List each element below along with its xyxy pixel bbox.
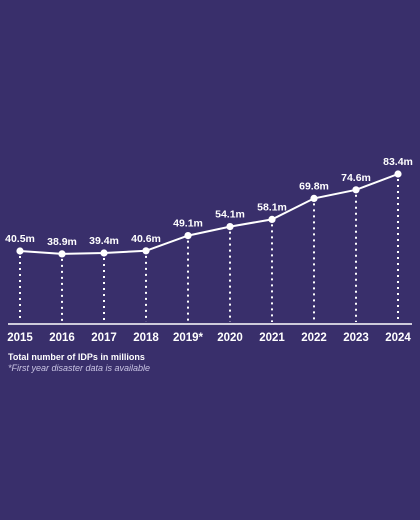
data-point bbox=[268, 215, 276, 223]
data-point bbox=[184, 232, 192, 240]
data-point bbox=[16, 247, 24, 255]
data-label: 49.1m bbox=[173, 218, 203, 230]
data-label: 40.5m bbox=[5, 233, 35, 245]
data-point bbox=[226, 223, 234, 231]
x-tick-label: 2015 bbox=[7, 332, 33, 344]
series-line bbox=[19, 173, 399, 255]
data-point bbox=[394, 170, 402, 178]
data-point bbox=[310, 194, 318, 202]
x-tick-label: 2023 bbox=[343, 332, 369, 344]
data-label: 69.8m bbox=[299, 180, 329, 192]
x-tick-label: 2017 bbox=[91, 332, 117, 344]
data-point bbox=[100, 249, 108, 257]
x-tick-label: 2021 bbox=[259, 332, 285, 344]
data-label: 39.4m bbox=[89, 235, 119, 247]
data-label: 40.6m bbox=[131, 233, 161, 245]
data-label: 54.1m bbox=[215, 209, 245, 221]
data-label: 74.6m bbox=[341, 172, 371, 184]
data-point bbox=[352, 186, 360, 194]
caption-note: *First year disaster data is available bbox=[8, 363, 151, 373]
x-tick-label: 2022 bbox=[301, 332, 327, 344]
x-tick-label: 2019* bbox=[173, 332, 204, 344]
caption-main: Total number of IDPs in millions bbox=[8, 352, 145, 362]
x-tick-label: 2020 bbox=[217, 332, 243, 344]
chart-caption: Total number of IDPs in millions *First … bbox=[8, 352, 408, 374]
x-tick-label: 2018 bbox=[133, 332, 159, 344]
data-label: 83.4m bbox=[383, 156, 413, 168]
data-label: 38.9m bbox=[47, 236, 77, 248]
x-tick-label: 2024 bbox=[385, 332, 411, 344]
data-point bbox=[58, 250, 66, 258]
data-label: 58.1m bbox=[257, 201, 287, 213]
data-point bbox=[142, 247, 150, 255]
x-tick-label: 2016 bbox=[49, 332, 75, 344]
